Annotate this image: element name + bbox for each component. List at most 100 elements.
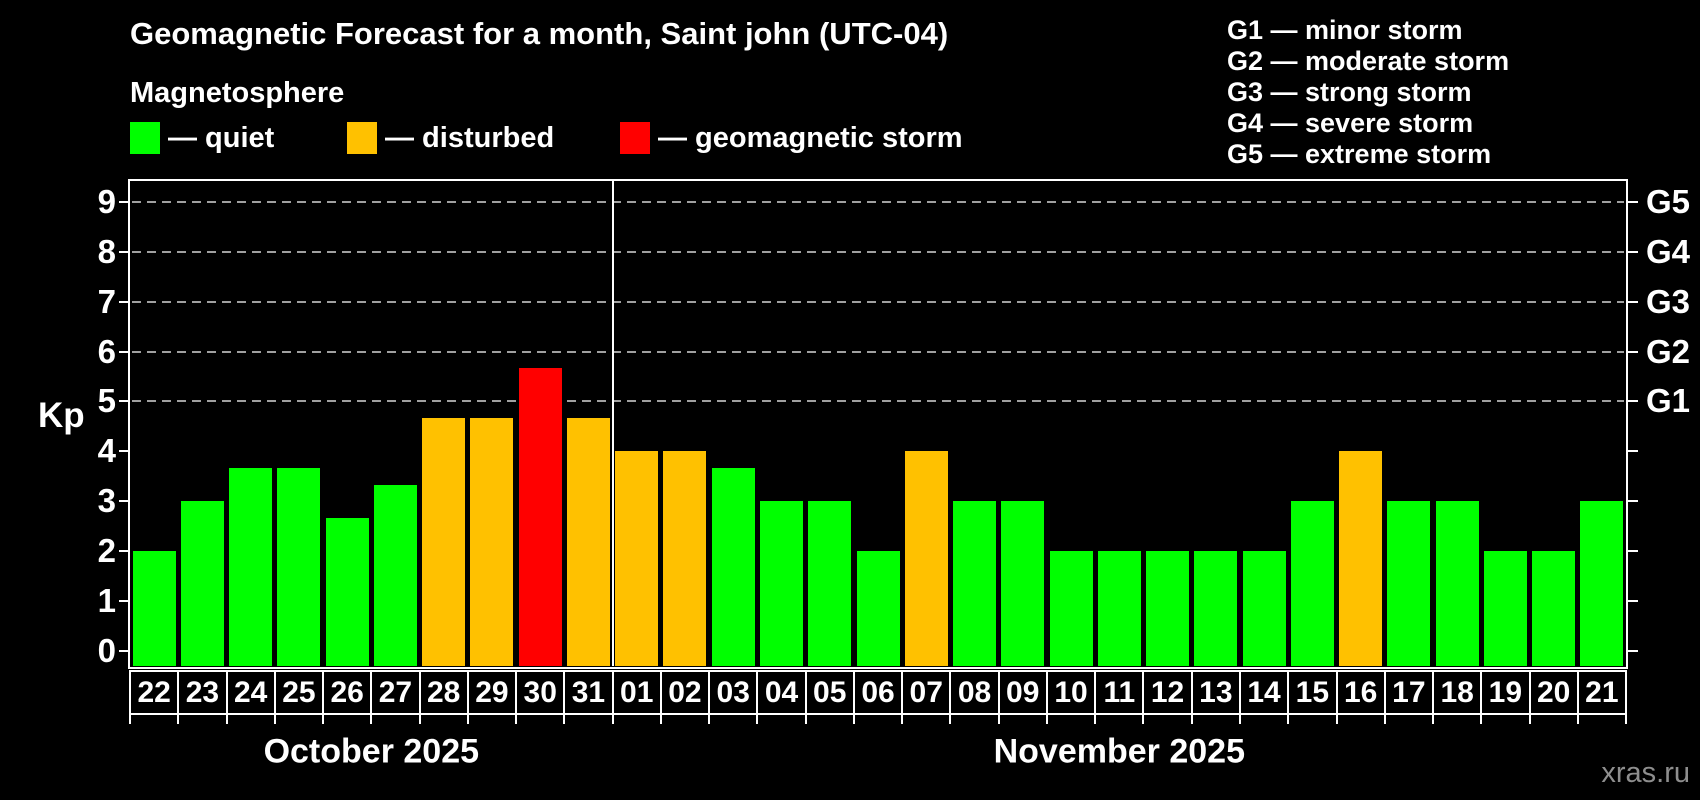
- watermark-link[interactable]: xras.ru: [1601, 757, 1690, 789]
- date-cell-border: [1287, 670, 1290, 715]
- date-cell-border: [515, 670, 518, 715]
- date-cell: 10: [1054, 676, 1088, 709]
- date-row-top-line: [129, 670, 1627, 672]
- date-cell-border: [1480, 670, 1483, 715]
- kp-bar: [1580, 501, 1624, 666]
- page-title: Geomagnetic Forecast for a month, Saint …: [130, 16, 949, 51]
- date-cell-border: [804, 670, 807, 715]
- kp-bar: [711, 467, 755, 666]
- gridline: [132, 250, 1624, 253]
- kp-bar: [518, 368, 562, 666]
- kp-bar: [856, 550, 900, 666]
- date-cell-border: [322, 670, 324, 715]
- kp-bar: [566, 417, 610, 666]
- date-cell-border: [563, 670, 566, 715]
- g-scale-label: G5: [1646, 183, 1691, 221]
- date-cell: 19: [1488, 676, 1523, 709]
- kp-axis-tick: [119, 500, 130, 502]
- date-cell: 07: [909, 676, 943, 709]
- date-axis-tick: [418, 715, 421, 724]
- date-cell-border: [466, 670, 469, 715]
- g5-legend-line: G5 — extreme storm: [1227, 139, 1492, 169]
- date-axis-tick: [515, 715, 518, 724]
- g1-legend-line: G1 — minor storm: [1227, 15, 1463, 45]
- date-cell-border: [273, 670, 276, 715]
- date-cell: 25: [282, 676, 316, 709]
- date-axis-tick: [1190, 715, 1193, 724]
- date-cell: 01: [620, 676, 654, 709]
- date-axis-tick: [322, 715, 324, 724]
- kp-bar: [373, 484, 417, 666]
- kp-axis-tick: [119, 549, 130, 552]
- date-cell: 06: [861, 676, 895, 709]
- kp-tick-label: 6: [97, 332, 116, 370]
- date-axis-tick: [997, 715, 1000, 724]
- date-cell: 12: [1150, 676, 1185, 709]
- g-scale-label: G3: [1646, 282, 1691, 320]
- date-cell: 08: [957, 676, 992, 709]
- g-scale-legend: G1 — minor storm G2 — moderate storm G3 …: [1227, 15, 1509, 170]
- g-axis-tick: [1627, 549, 1638, 552]
- date-cell: 11: [1103, 676, 1136, 709]
- date-axis-tick: [708, 715, 711, 724]
- kp-axis-tick: [119, 250, 130, 253]
- date-axis-tick: [1335, 715, 1338, 724]
- date-cell: 22: [137, 676, 171, 709]
- g2-legend-line: G2 — moderate storm: [1227, 46, 1510, 76]
- kp-axis-title: Kp: [38, 396, 85, 435]
- date-axis-tick: [1045, 715, 1048, 724]
- kp-bar: [277, 467, 321, 666]
- kp-tick-label: 4: [97, 432, 116, 470]
- date-axis-tick: [563, 715, 566, 724]
- date-cell-border: [756, 670, 759, 715]
- date-cell: 31: [571, 676, 606, 709]
- date-axis-tick: [370, 715, 373, 724]
- kp-bar: [953, 501, 997, 666]
- date-cell-border: [708, 670, 711, 715]
- date-axis-tick: [949, 715, 952, 724]
- date-cell: 13: [1199, 676, 1233, 709]
- date-cell: 16: [1343, 676, 1378, 709]
- date-cell-border: [659, 670, 662, 715]
- date-axis-tick: [1142, 715, 1145, 724]
- date-cell: 15: [1295, 676, 1330, 709]
- date-cell: 17: [1392, 676, 1426, 709]
- month-separator-line: [611, 181, 614, 666]
- plot-frame: [128, 179, 1628, 669]
- date-cell-border: [949, 670, 952, 715]
- g-axis-tick: [1627, 599, 1638, 602]
- kp-bar: [180, 501, 224, 666]
- kp-bar: [1001, 501, 1045, 666]
- date-axis-tick: [611, 715, 614, 724]
- kp-bar: [1532, 550, 1576, 666]
- date-cell: 05: [813, 676, 847, 709]
- date-cell-border: [1576, 670, 1579, 715]
- kp-bar: [808, 501, 852, 666]
- kp-bar: [615, 451, 659, 666]
- date-cell-border: [370, 670, 373, 715]
- date-axis-tick: [1576, 715, 1579, 724]
- date-axis-tick: [1528, 715, 1531, 724]
- kp-bar: [1290, 501, 1334, 666]
- g-axis-tick: [1627, 649, 1638, 652]
- g-axis-tick: [1627, 250, 1638, 253]
- date-cell-border: [1432, 670, 1434, 715]
- date-cell: 02: [668, 676, 702, 709]
- disturbed-legend-swatch: [347, 122, 377, 154]
- date-cell-border: [1625, 670, 1627, 715]
- kp-axis-tick: [119, 450, 130, 453]
- g-axis-tick: [1627, 450, 1638, 453]
- kp-bar: [904, 451, 948, 666]
- kp-axis-tick: [119, 300, 130, 303]
- kp-bar: [1242, 550, 1286, 666]
- date-cell-border: [997, 670, 1000, 715]
- date-cell-border: [1142, 670, 1145, 715]
- g-axis-tick: [1627, 500, 1638, 502]
- date-cell: 24: [233, 676, 268, 709]
- g-axis-tick: [1627, 400, 1638, 403]
- kp-tick-label: 5: [97, 382, 116, 420]
- g-axis-tick: [1627, 350, 1638, 353]
- kp-bar: [1049, 550, 1093, 666]
- kp-bar: [422, 417, 466, 666]
- date-axis-tick: [1383, 715, 1386, 724]
